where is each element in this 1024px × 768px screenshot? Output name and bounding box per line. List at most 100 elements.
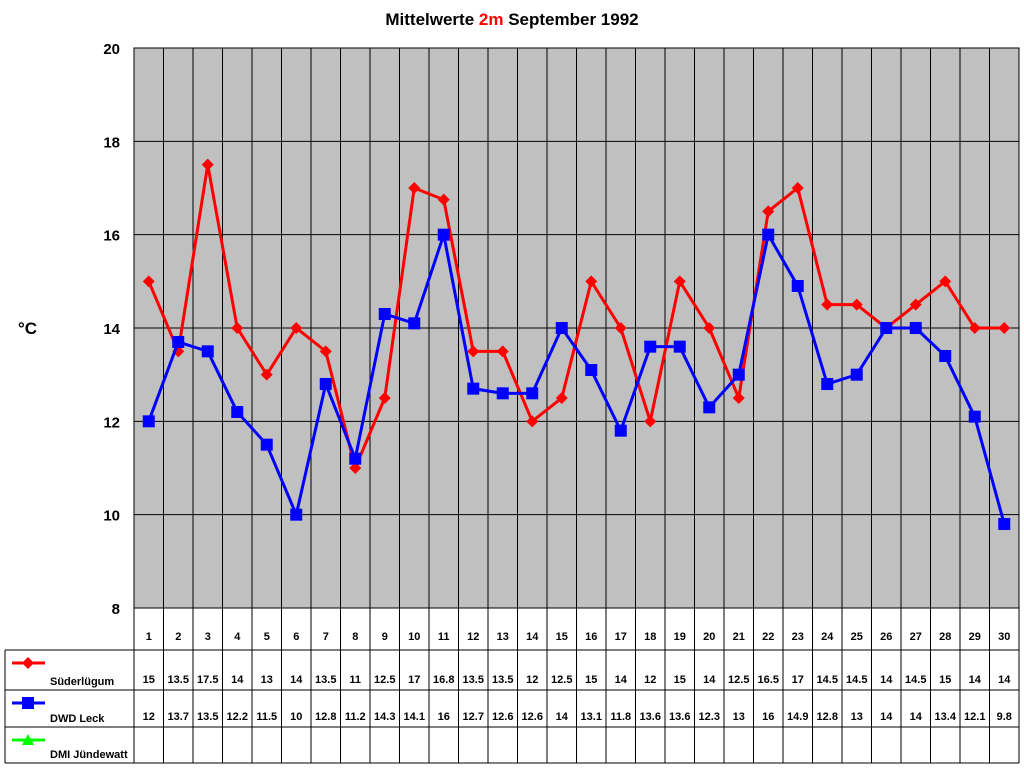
table-cell: 14	[998, 674, 1011, 686]
table-cell: 12.1	[964, 711, 985, 723]
data-point	[378, 308, 391, 320]
data-point	[791, 280, 804, 292]
table-cell: 14	[969, 674, 982, 686]
x-tick-label: 19	[674, 631, 686, 643]
table-cell: 14.3	[374, 711, 395, 723]
data-point	[290, 508, 303, 521]
data-point	[467, 345, 480, 358]
table-cell: 14	[703, 674, 716, 686]
data-point	[968, 410, 981, 423]
x-tick-label: 3	[205, 631, 211, 643]
table-cell: 13.1	[581, 711, 602, 723]
table-cell: 11.8	[610, 711, 631, 723]
table-cell: 14.5	[905, 674, 926, 686]
x-tick-label: 12	[467, 631, 479, 643]
x-tick-label: 30	[998, 631, 1010, 643]
x-tick-label: 17	[615, 631, 627, 643]
data-point	[821, 378, 834, 390]
data-point	[998, 322, 1011, 334]
data-point	[968, 322, 981, 334]
data-point	[526, 387, 539, 400]
x-tick-label: 6	[293, 631, 299, 643]
table-cell: 13.5	[492, 674, 513, 686]
x-tick-label: 15	[556, 631, 568, 643]
table-cell: 15	[143, 674, 155, 686]
x-tick-label: 26	[880, 631, 892, 643]
table-cell: 14.5	[817, 674, 838, 686]
table-cell: 11.2	[345, 711, 366, 723]
x-tick-label: 2	[175, 631, 181, 643]
data-point	[437, 193, 450, 206]
data-point	[555, 392, 568, 404]
data-point	[349, 452, 362, 465]
data-point	[644, 340, 657, 353]
table-cell: 11.5	[256, 711, 277, 723]
data-point	[791, 182, 804, 194]
x-tick-label: 29	[969, 631, 981, 643]
x-tick-label: 20	[703, 631, 715, 643]
title-suffix: September 1992	[508, 10, 639, 29]
x-tick-label: 9	[382, 631, 388, 643]
data-point	[290, 322, 303, 334]
table-cell: 14	[290, 674, 303, 686]
table-cell: 16	[762, 711, 774, 723]
data-point	[172, 336, 185, 348]
x-tick-label: 11	[438, 631, 450, 643]
table-cell: 13.6	[669, 711, 690, 723]
x-tick-label: 8	[352, 631, 358, 643]
data-point	[437, 228, 450, 241]
series-layer	[142, 158, 1011, 530]
table-cell: 13.6	[640, 711, 661, 723]
table-cell: 13.5	[463, 674, 484, 686]
data-point	[732, 368, 745, 381]
x-tick-label: 22	[762, 631, 774, 643]
y-axis: 8 10 12 14 16 18 20	[103, 41, 120, 618]
table-cell: 9.8	[997, 711, 1012, 723]
data-point	[644, 415, 657, 428]
table-cell: 12.3	[699, 711, 720, 723]
table-cell: 12.7	[463, 711, 484, 723]
legend-marker	[22, 734, 34, 745]
y-tick-label: 10	[103, 508, 120, 525]
table-cell: 10	[290, 711, 302, 723]
table-cell: 14	[615, 674, 628, 686]
x-tick-label: 4	[234, 631, 241, 643]
legend-label: DMI Jündewatt	[50, 749, 128, 761]
table-cell: 14.9	[787, 711, 808, 723]
data-point	[585, 275, 598, 288]
table-cell: 16.8	[433, 674, 454, 686]
y-tick-label: 12	[103, 414, 120, 431]
gridlines	[133, 47, 1020, 763]
data-point	[408, 182, 421, 194]
table-cell: 14	[910, 711, 923, 723]
y-tick-label: 18	[103, 134, 120, 151]
data-point	[231, 322, 244, 334]
data-point	[408, 317, 421, 330]
table-cell: 15	[939, 674, 951, 686]
table-cell: 14	[231, 674, 244, 686]
x-tick-label: 27	[910, 631, 922, 643]
table-cell: 12.2	[227, 711, 248, 723]
data-point	[939, 275, 952, 288]
data-point	[585, 364, 598, 376]
legend-label: Süderlügum	[50, 676, 114, 688]
data-point	[909, 322, 922, 334]
table-cell: 12	[526, 674, 538, 686]
table-cell: 12.5	[728, 674, 749, 686]
y-axis-label: °C	[18, 319, 37, 338]
table-cell: 13	[851, 711, 863, 723]
data-point	[260, 368, 273, 381]
y-tick-label: 14	[103, 321, 120, 338]
x-tick-label: 25	[851, 631, 863, 643]
data-point	[939, 350, 952, 362]
table-cell: 12.5	[374, 674, 395, 686]
x-tick-label: 16	[585, 631, 597, 643]
table-cell: 13.7	[168, 711, 189, 723]
data-point	[496, 387, 509, 400]
data-point	[673, 340, 686, 353]
series-line	[147, 228, 1006, 525]
data-point	[703, 322, 716, 334]
table-cell: 13.5	[315, 674, 336, 686]
data-point	[467, 382, 480, 395]
chart-title: Mittelwerte 2m September 1992	[0, 10, 1024, 30]
